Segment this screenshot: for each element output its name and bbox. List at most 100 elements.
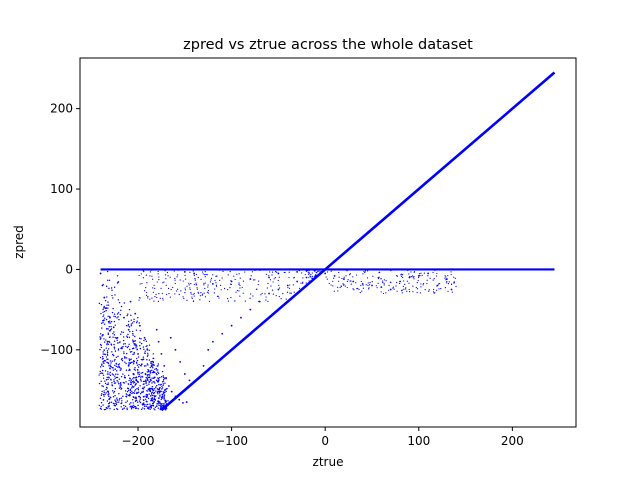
data-point: [305, 282, 307, 284]
data-point: [333, 274, 336, 277]
data-point: [325, 276, 327, 278]
data-point: [138, 337, 141, 340]
data-point: [107, 348, 110, 350]
data-point: [151, 382, 153, 384]
data-point: [157, 397, 160, 399]
data-point: [261, 292, 263, 295]
data-point: [199, 295, 201, 297]
data-point: [170, 390, 173, 393]
data-point: [102, 374, 105, 377]
data-point: [160, 406, 162, 408]
data-point: [412, 291, 414, 293]
data-point: [136, 364, 139, 366]
data-point: [147, 406, 149, 408]
data-point: [324, 272, 327, 275]
data-point: [201, 293, 204, 295]
data-point: [308, 269, 310, 272]
data-point: [165, 293, 168, 296]
data-point: [133, 406, 136, 408]
data-point: [410, 276, 413, 278]
data-point: [149, 378, 152, 381]
data-point: [103, 395, 105, 397]
data-point: [163, 281, 165, 283]
data-point: [126, 346, 129, 349]
data-point: [201, 294, 203, 296]
data-point: [100, 380, 102, 383]
data-point: [183, 270, 186, 273]
data-point: [132, 382, 135, 384]
data-point: [383, 279, 385, 281]
data-point: [207, 348, 210, 351]
data-point: [157, 340, 160, 343]
data-point: [204, 282, 206, 284]
data-point: [360, 280, 362, 283]
data-point: [165, 409, 167, 411]
data-point: [145, 393, 148, 396]
data-point: [451, 283, 453, 285]
data-point: [125, 401, 127, 404]
data-point: [264, 293, 266, 295]
data-point: [132, 398, 134, 401]
data-point: [129, 300, 132, 303]
data-point: [124, 361, 126, 363]
data-point: [122, 395, 124, 398]
data-point: [306, 268, 309, 271]
data-point: [106, 270, 109, 273]
data-point: [152, 371, 154, 374]
data-point: [114, 336, 116, 339]
data-point: [144, 290, 146, 292]
data-point: [215, 284, 218, 286]
data-point: [165, 377, 167, 380]
data-point: [158, 276, 160, 278]
data-point: [155, 367, 157, 370]
data-point: [156, 391, 159, 394]
data-point: [153, 408, 155, 410]
data-point: [137, 404, 139, 407]
data-point: [219, 279, 221, 281]
data-point: [103, 319, 105, 321]
data-point: [149, 403, 151, 405]
data-point: [139, 401, 142, 404]
data-point: [150, 398, 152, 400]
data-point: [396, 290, 398, 292]
data-point: [429, 277, 431, 279]
data-point: [107, 402, 110, 405]
data-point: [136, 362, 138, 364]
data-point: [108, 287, 110, 290]
data-point: [102, 399, 105, 401]
data-point: [112, 307, 114, 310]
data-point: [163, 402, 165, 405]
data-point: [120, 309, 122, 312]
data-point: [378, 272, 380, 274]
data-point: [148, 383, 150, 385]
data-point: [381, 280, 384, 282]
data-point: [130, 323, 133, 325]
data-point: [120, 388, 122, 390]
data-point: [163, 378, 165, 381]
data-point: [156, 403, 158, 405]
data-point: [101, 356, 104, 358]
data-point: [165, 390, 167, 393]
data-point: [193, 292, 195, 295]
data-point: [151, 394, 154, 397]
data-point: [289, 284, 291, 286]
data-point: [160, 407, 162, 410]
data-point: [134, 335, 136, 338]
data-point: [356, 288, 358, 290]
data-point: [104, 380, 106, 382]
data-point: [135, 321, 138, 324]
data-point: [349, 273, 351, 275]
data-point: [100, 312, 102, 315]
data-point: [127, 383, 129, 385]
data-point: [165, 403, 168, 405]
data-point: [130, 314, 132, 316]
data-point: [158, 293, 160, 295]
data-point: [409, 276, 411, 279]
data-point: [161, 407, 164, 409]
data-point: [177, 269, 179, 271]
data-point: [156, 373, 158, 376]
data-point: [143, 269, 145, 271]
data-point: [109, 315, 111, 318]
y-tick-label: 200: [50, 102, 73, 116]
data-point: [126, 407, 128, 409]
